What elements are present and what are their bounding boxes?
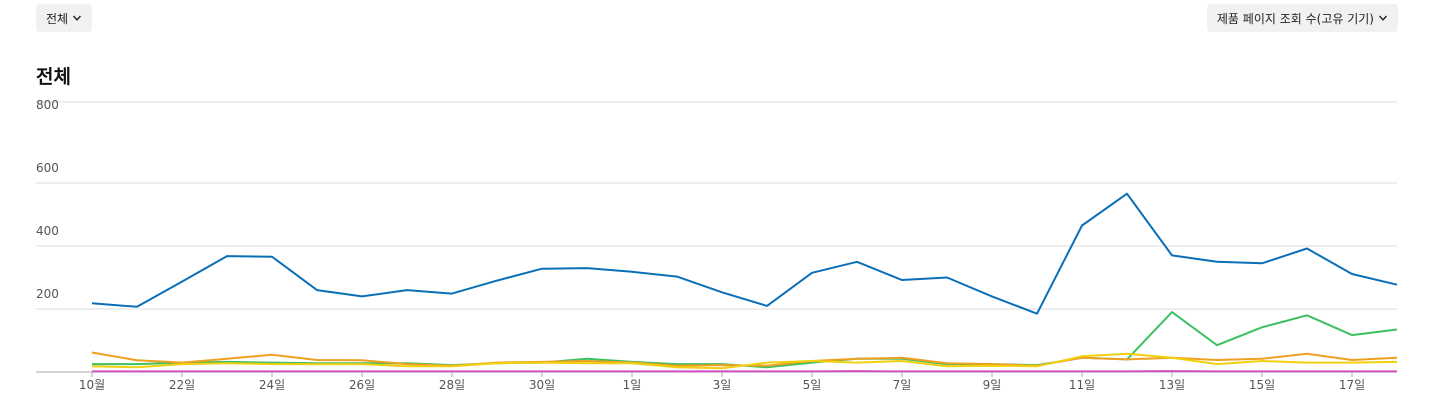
metric-dropdown-label: 제품 페이지 조회 수(고유 기기) bbox=[1216, 11, 1374, 26]
x-tick-label: 1일 bbox=[623, 378, 642, 392]
filter-dropdown-scope-label: 전체 bbox=[46, 11, 69, 26]
filter-dropdown-scope[interactable]: 전체 bbox=[36, 4, 93, 32]
series-line-4[interactable] bbox=[91, 352, 1398, 370]
x-tick-label: 22일 bbox=[169, 378, 195, 392]
x-tick-label: 7일 bbox=[893, 378, 912, 392]
chart-title: 전체 bbox=[36, 66, 71, 88]
x-tick-label: 3일 bbox=[713, 378, 732, 392]
x-tick-label: 10월 bbox=[79, 378, 105, 392]
x-tick-label: 28일 bbox=[439, 378, 465, 392]
x-tick-label: 17일 bbox=[1339, 378, 1365, 392]
x-tick-label: 11일 bbox=[1069, 378, 1095, 392]
x-tick-label: 9일 bbox=[983, 378, 1002, 392]
x-tick-label: 15일 bbox=[1249, 378, 1275, 392]
y-tick-label: 600 bbox=[36, 161, 59, 175]
x-tick-label: 24일 bbox=[259, 378, 285, 392]
y-tick-label: 200 bbox=[36, 287, 59, 301]
x-tick-label: 13일 bbox=[1159, 378, 1185, 392]
chevron-down-icon bbox=[1378, 15, 1388, 21]
chevron-down-icon bbox=[73, 15, 82, 21]
x-tick-label: 30일 bbox=[529, 378, 555, 392]
x-tick-label: 26일 bbox=[349, 378, 375, 392]
x-tick-label: 5일 bbox=[803, 378, 822, 392]
series-line-1[interactable] bbox=[91, 192, 1398, 315]
metric-dropdown[interactable]: 제품 페이지 조회 수(고유 기기) bbox=[1206, 4, 1398, 32]
y-tick-label: 400 bbox=[36, 224, 59, 238]
y-tick-label: 800 bbox=[36, 98, 59, 112]
